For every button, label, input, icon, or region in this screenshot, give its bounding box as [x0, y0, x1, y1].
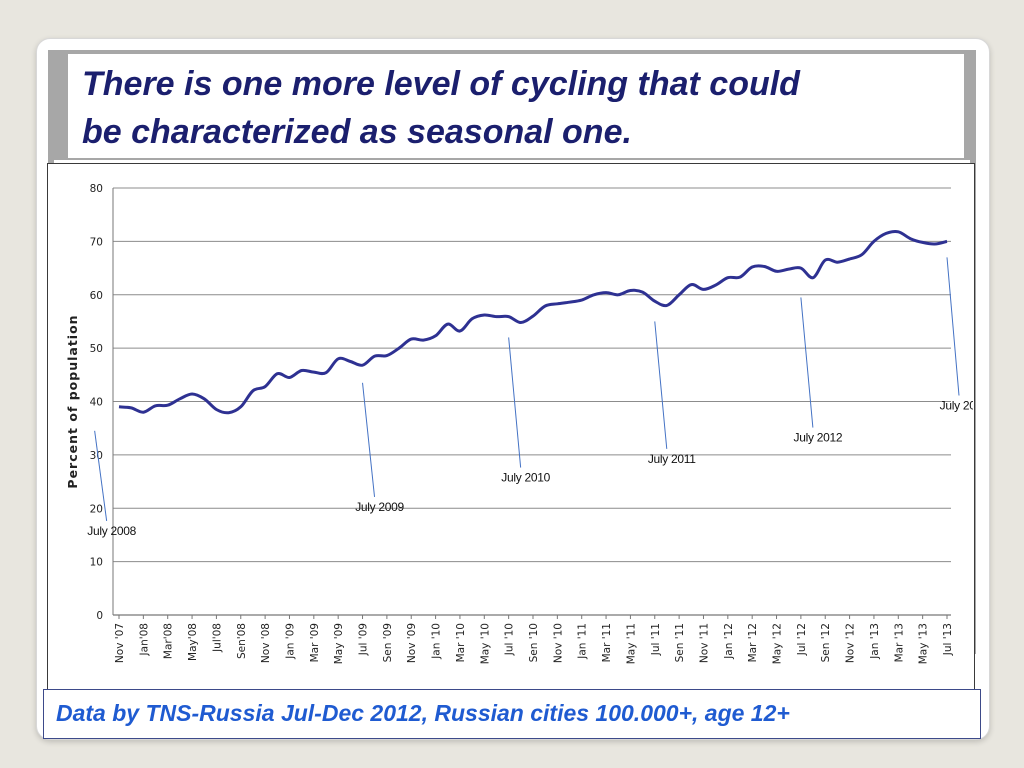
- x-tick-label: May '11: [625, 623, 637, 664]
- title-box: [68, 54, 964, 158]
- x-tick-label: Nov '12: [845, 623, 857, 663]
- x-tick-label: Mar '12: [747, 623, 759, 662]
- y-tick-label: 80: [90, 183, 103, 195]
- line-chart: 0 10 20 30 40 50 60 70 80 Nov '07 Jan'08 Mar'08 May'…: [65, 183, 973, 664]
- annotation-label: July 2011: [648, 452, 696, 466]
- y-tick-label: 10: [90, 557, 103, 569]
- y-tick-label: 40: [90, 397, 103, 409]
- x-tick-label: Sen '12: [820, 623, 832, 662]
- x-tick-label: Jul '10: [504, 623, 516, 656]
- x-tick-label: Jan '09: [284, 623, 296, 660]
- x-tick-label: Mar '11: [601, 623, 613, 662]
- annotation-line: [800, 297, 814, 428]
- annotation-line: [946, 257, 960, 396]
- x-tick-label: Jan '11: [577, 623, 589, 660]
- x-tick-label: Mar '13: [893, 623, 905, 662]
- x-tick-label: Jan '13: [869, 623, 881, 660]
- x-tick-label: Nov '11: [698, 623, 710, 663]
- annotation-label: July 2009: [355, 500, 404, 514]
- y-tick-label: 20: [90, 503, 103, 515]
- y-tick-label: 60: [90, 290, 103, 302]
- chart-frame: [47, 163, 975, 691]
- annotation-label: July 2008: [87, 524, 136, 538]
- x-tick-label: Sen '11: [674, 623, 686, 662]
- x-tick-label: Jul '09: [358, 623, 370, 656]
- x-tick-label: Mar'08: [163, 623, 175, 659]
- y-tick-label: 0: [96, 610, 103, 622]
- x-tick-label: May '12: [772, 623, 784, 664]
- x-tick-label: Sen '09: [382, 623, 394, 662]
- annotation-line: [654, 321, 668, 449]
- y-tick-label: 70: [90, 236, 103, 248]
- x-tick-label: Mar '10: [455, 623, 467, 662]
- y-tick-label: 30: [90, 450, 103, 462]
- x-tick-label: Mar '09: [309, 623, 321, 662]
- series-line-cycling: [118, 229, 948, 415]
- annotation-label: July 2012: [794, 431, 843, 445]
- x-tick-label: Jan'08: [138, 623, 150, 656]
- x-tick-label: May '09: [333, 623, 345, 664]
- x-tick-label: Jan '12: [723, 623, 735, 660]
- y-axis-title: Percent of population: [65, 314, 80, 488]
- annotation-label: July 2010: [501, 471, 550, 485]
- x-tick-label: Sen'08: [236, 623, 248, 659]
- annotation-line: [362, 382, 376, 497]
- x-tick-label: Jul'08: [211, 623, 223, 653]
- x-tick-label: Jul '11: [650, 623, 662, 656]
- slide-title-line-1: There is one more level of cycling that …: [82, 65, 800, 103]
- x-tick-label: Sen '10: [528, 623, 540, 662]
- x-tick-label: May '10: [479, 623, 491, 664]
- slide-title-line-2: be characterized as seasonal one.: [82, 113, 632, 151]
- footer-box: [43, 689, 981, 739]
- x-tick-label: Jul '12: [796, 623, 808, 656]
- x-tick-label: May '13: [918, 623, 930, 664]
- annotation-line: [508, 337, 522, 468]
- annotation-label: July 2013: [940, 399, 973, 413]
- x-tick-label: May'08: [187, 623, 199, 661]
- x-tick-label: Jan '10: [431, 623, 443, 660]
- annotation-line: [94, 430, 108, 522]
- x-tick-label: Nov '08: [260, 623, 272, 663]
- x-tick-label: Nov '10: [552, 623, 564, 663]
- x-tick-label: Jul '13: [942, 623, 954, 656]
- x-tick-label: Nov '07: [114, 623, 126, 663]
- x-tick-label: Nov '09: [406, 623, 418, 663]
- slide-title: There is one more level of cycling that …: [82, 60, 952, 156]
- y-tick-label: 50: [90, 343, 103, 355]
- data-source-note: Data by TNS-Russia Jul-Dec 2012, Russian…: [56, 700, 790, 726]
